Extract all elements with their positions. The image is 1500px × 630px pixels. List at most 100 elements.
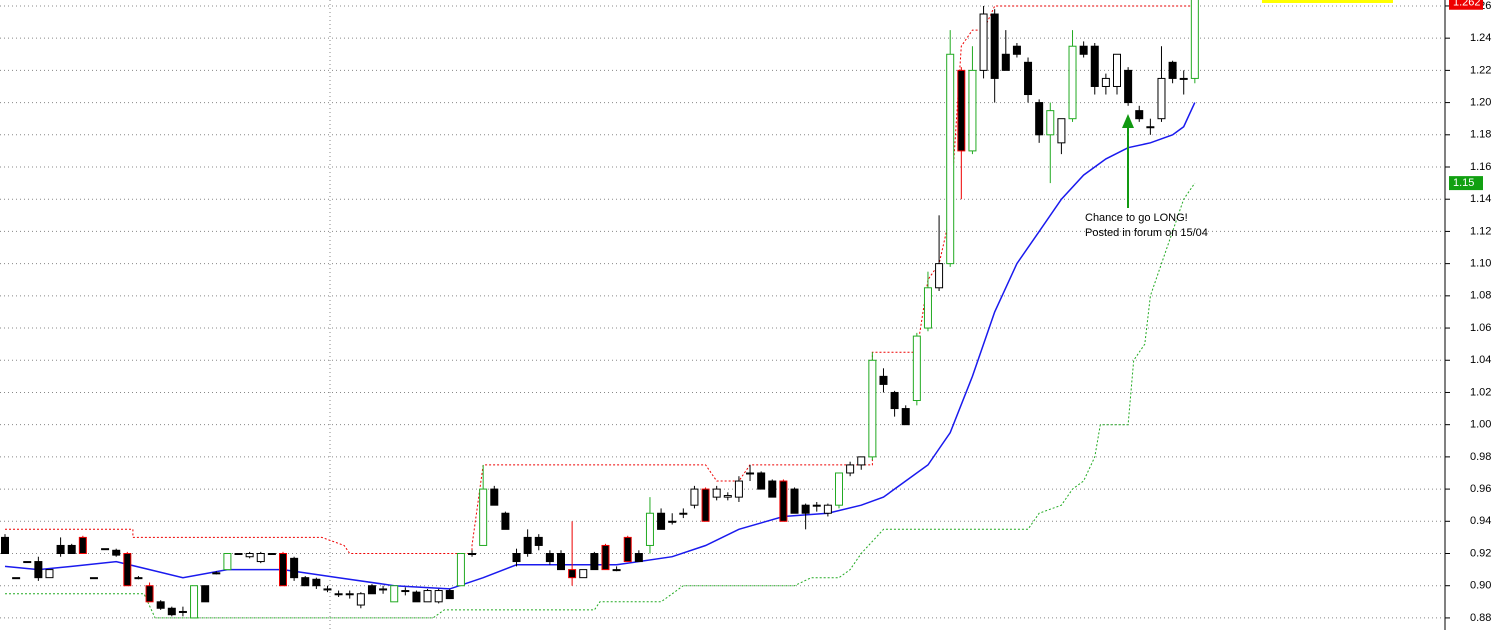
candle-body: [101, 548, 110, 551]
y-tick-label: 1.14: [1470, 193, 1491, 205]
candle-body: [557, 553, 565, 571]
candle-body: [279, 553, 287, 587]
y-tick-label: 0.92: [1470, 547, 1491, 559]
candle-body: [134, 577, 143, 580]
candle-body: [34, 561, 43, 579]
candle-body: [512, 553, 521, 563]
candle-body: [935, 263, 944, 289]
highlight-box: [1262, 0, 1393, 3]
candle-body: [178, 610, 187, 613]
candle-body: [612, 569, 621, 572]
candle-body: [245, 553, 254, 558]
candle-body: [1157, 77, 1166, 120]
candle-body: [290, 557, 299, 579]
candle-body: [679, 512, 688, 515]
candle-body: [12, 577, 21, 580]
candle-body: [190, 585, 199, 619]
candle-body: [312, 578, 321, 587]
candle-body: [1001, 53, 1010, 71]
candle-body: [1124, 69, 1133, 104]
candle-body: [1, 536, 9, 555]
candle-body: [379, 588, 388, 591]
candle-body: [657, 512, 666, 530]
y-tick-label: 1.24: [1470, 32, 1491, 44]
candle-body: [78, 536, 87, 555]
candle-body: [790, 488, 799, 514]
candle-body: [812, 504, 821, 507]
candle-body: [712, 488, 721, 498]
overlays: [4, 5, 1196, 619]
candle-body: [1146, 126, 1155, 129]
candle-body: [545, 553, 554, 563]
price-label-box: [1449, 176, 1483, 191]
overlay-line: [5, 182, 1196, 619]
candle-body: [1179, 77, 1188, 80]
candle-body: [23, 561, 32, 564]
candle-body: [445, 590, 454, 600]
candle-body: [501, 512, 510, 530]
candle-body: [990, 13, 999, 79]
candle-body: [401, 590, 410, 593]
candle-body: [1079, 45, 1088, 55]
candle-body: [923, 287, 932, 329]
candle-body: [412, 591, 421, 603]
candle-body: [56, 544, 65, 555]
arrow-head: [1122, 114, 1134, 128]
y-tick-label: 1.12: [1470, 225, 1491, 237]
y-tick-label: 1.18: [1470, 129, 1491, 141]
candle-body: [1101, 77, 1110, 87]
grid: [0, 5, 1445, 619]
candle-body: [668, 520, 677, 523]
candle-body: [779, 480, 788, 522]
candle-body: [201, 585, 210, 603]
candle-body: [212, 572, 221, 575]
y-tick-label: 0.96: [1470, 483, 1491, 495]
annotation: Chance to go LONG! Posted in forum on 15…: [1085, 114, 1208, 239]
candle-body: [901, 408, 910, 426]
candle-body: [645, 512, 654, 546]
y-tick-label: 0.98: [1470, 451, 1491, 463]
overlay-line: [4, 102, 1196, 590]
y-tick-label: 1.20: [1470, 96, 1491, 108]
candle-body: [301, 577, 310, 587]
y-tick-label: 1.06: [1470, 322, 1491, 334]
y-tick-label: 0.90: [1470, 580, 1491, 592]
candle-body: [89, 577, 98, 580]
candle-body: [1113, 53, 1121, 87]
candle-body: [623, 536, 632, 563]
candle-body: [634, 553, 643, 563]
candle-body: [568, 569, 577, 579]
candle-body: [367, 585, 376, 595]
candle-body: [734, 480, 743, 498]
candle-body: [223, 553, 232, 571]
y-tick-label: 0.94: [1470, 515, 1491, 527]
y-tick-label: 1.00: [1470, 419, 1491, 431]
y-tick-label: 1.08: [1470, 290, 1491, 302]
candle-body: [801, 504, 810, 514]
candle-body: [356, 593, 365, 606]
candle-body: [112, 549, 121, 556]
candle-body: [534, 536, 543, 546]
candle-body: [234, 553, 243, 556]
candle-body: [579, 569, 588, 579]
candle-body: [434, 590, 443, 603]
y-tick-label: 1.22: [1470, 64, 1491, 76]
candle-body: [1090, 45, 1099, 87]
candle-body: [1190, 0, 1199, 79]
candle-body: [868, 359, 877, 458]
candles: [1, 0, 1199, 619]
candle-body: [45, 569, 54, 579]
candle-body: [846, 464, 855, 474]
candle-body: [456, 553, 465, 587]
price-label: 1.15: [1453, 177, 1474, 189]
candle-body: [768, 480, 777, 498]
candle-body: [523, 536, 532, 555]
y-tick-label: 1.04: [1470, 354, 1491, 366]
candle-body: [256, 553, 265, 563]
candle-body: [912, 335, 921, 402]
candle-body: [590, 553, 599, 571]
y-tick-label: 1.10: [1470, 258, 1491, 270]
candle-body: [1135, 110, 1144, 120]
candle-body: [1035, 102, 1044, 136]
